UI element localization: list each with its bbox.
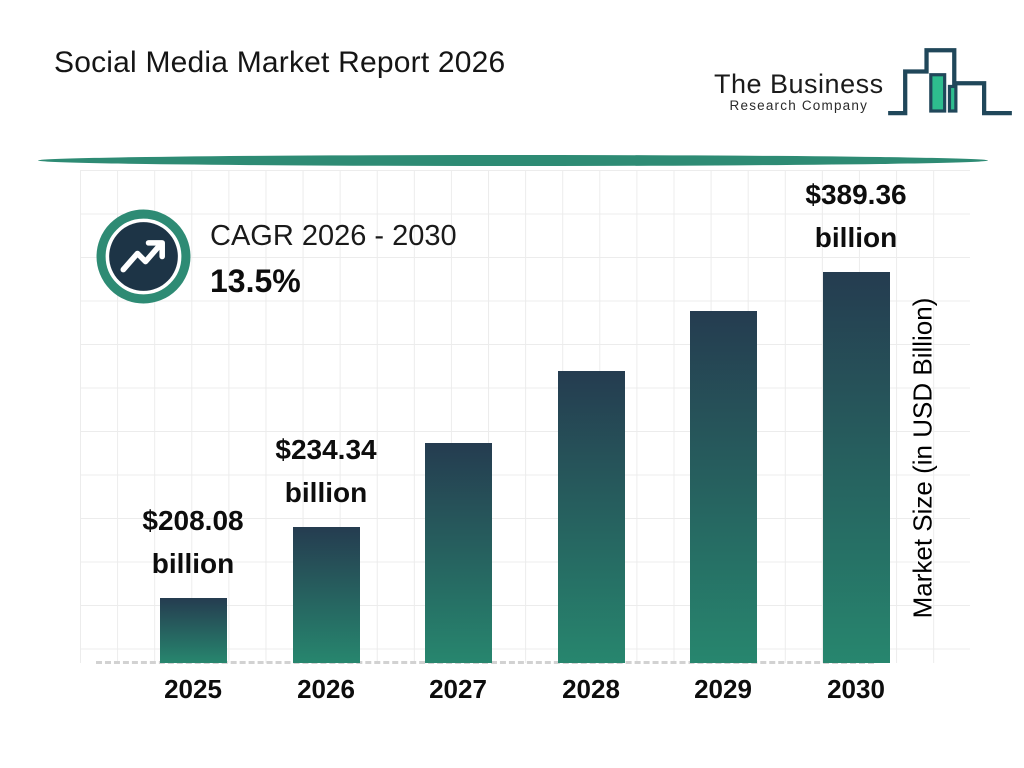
bar-chart-plot-area: $208.08 billion 2025 $234.34 billion 202… — [80, 170, 970, 704]
x-axis-tick-label: 2028 — [562, 674, 620, 704]
logo-company-subname: Research Company — [729, 98, 869, 113]
bar — [822, 272, 890, 663]
bar-value-label: $389.36 billion — [805, 173, 906, 259]
cagr-value: 13.5% — [210, 263, 301, 299]
y-axis-title: Market Size (in USD Billion) — [907, 297, 938, 619]
cagr-badge: CAGR 2026 - 2030 13.5% — [210, 220, 457, 298]
bar-value-line2: billion — [151, 548, 235, 579]
trend-up-icon — [96, 209, 191, 304]
bar-value-line2: billion — [284, 477, 368, 508]
x-axis-tick-label: 2025 — [164, 674, 222, 704]
bar-value-line2: billion — [814, 222, 898, 253]
page-title: Social Media Market Report 2026 — [54, 46, 506, 79]
bar-group-2025: $208.08 billion 2025 — [126, 170, 260, 704]
cagr-label: CAGR 2026 - 2030 — [210, 220, 457, 252]
bar-group-2027: 2027 — [391, 170, 525, 704]
bar-value-label: $208.08 billion — [142, 499, 243, 585]
bar — [424, 443, 492, 663]
company-logo: The Business Research Company — [714, 36, 1014, 122]
bar-value-line1: $389.36 — [805, 179, 907, 210]
bar-group-2029: 2029 — [656, 170, 790, 704]
x-axis-tick-label: 2029 — [694, 674, 752, 704]
bar-group-2028: 2028 — [524, 170, 658, 704]
x-axis-tick-label: 2026 — [297, 674, 355, 704]
bar-group-2030: $389.36 billion 2030 — [789, 170, 923, 704]
x-axis-tick-label: 2027 — [429, 674, 487, 704]
bar-value-line1: $234.34 — [275, 434, 377, 465]
logo-bar-chart-icon — [887, 48, 1012, 116]
bar-group-2026: $234.34 billion 2026 — [259, 170, 393, 704]
logo-company-name: The Business — [714, 69, 884, 99]
logo-text: The Business Research Company — [714, 70, 884, 114]
bar-value-label: $234.34 billion — [275, 428, 376, 514]
bar-value-line1: $208.08 — [142, 505, 244, 536]
bar — [159, 598, 227, 663]
bar — [292, 527, 360, 663]
bar — [689, 311, 757, 663]
x-axis-tick-label: 2030 — [827, 674, 885, 704]
divider-lens — [38, 155, 988, 166]
bar — [557, 371, 625, 663]
